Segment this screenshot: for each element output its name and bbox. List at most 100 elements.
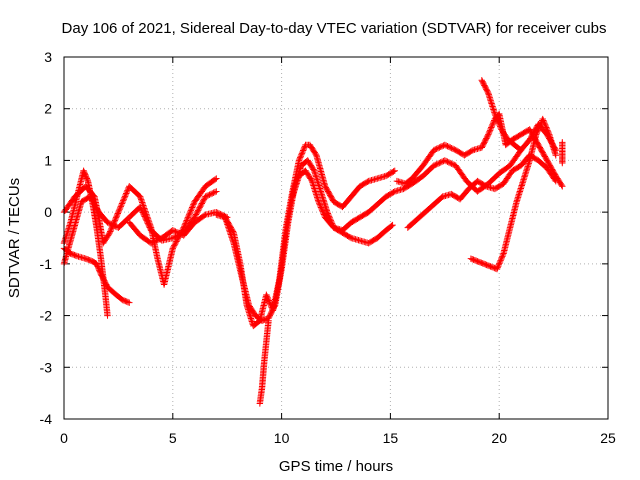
data-point-marker bbox=[194, 208, 201, 215]
data-point-marker bbox=[112, 215, 119, 223]
series-track-11 bbox=[404, 152, 559, 231]
data-point-marker bbox=[118, 200, 126, 207]
data-point-marker bbox=[320, 209, 327, 217]
data-point-marker bbox=[206, 191, 213, 198]
data-point-marker bbox=[300, 145, 307, 153]
data-point-marker bbox=[105, 230, 113, 238]
data-point-marker bbox=[187, 208, 194, 216]
data-point-marker bbox=[173, 228, 181, 236]
data-point-marker bbox=[108, 221, 115, 228]
data-point-marker bbox=[271, 303, 278, 310]
data-point-marker bbox=[437, 143, 444, 151]
x-tick-label: 25 bbox=[600, 430, 616, 446]
data-point-marker bbox=[122, 191, 129, 199]
data-point-marker bbox=[188, 204, 196, 211]
data-point-marker bbox=[111, 217, 119, 224]
data-point-marker bbox=[72, 252, 79, 259]
data-point-marker bbox=[497, 255, 505, 263]
data-point-marker bbox=[169, 227, 176, 234]
data-point-marker bbox=[493, 265, 501, 273]
data-point-marker bbox=[146, 224, 153, 231]
data-point-marker bbox=[194, 207, 202, 214]
data-point-marker bbox=[213, 188, 220, 195]
data-point-marker bbox=[468, 147, 476, 155]
data-point-marker bbox=[317, 204, 325, 211]
data-point-marker bbox=[114, 210, 122, 217]
data-point-marker bbox=[430, 146, 438, 154]
data-point-marker bbox=[139, 199, 146, 206]
data-points bbox=[60, 77, 566, 407]
data-point-marker bbox=[552, 177, 559, 185]
data-point-marker bbox=[123, 188, 131, 196]
data-point-marker bbox=[193, 209, 200, 217]
data-point-marker bbox=[388, 222, 395, 230]
data-point-marker bbox=[116, 206, 123, 213]
data-point-marker bbox=[495, 263, 502, 270]
data-point-marker bbox=[491, 110, 499, 118]
data-point-marker bbox=[430, 162, 438, 169]
data-point-marker bbox=[487, 125, 494, 133]
data-point-marker bbox=[481, 182, 489, 189]
data-point-marker bbox=[141, 213, 148, 220]
data-point-marker bbox=[170, 227, 178, 235]
data-point-marker bbox=[441, 141, 448, 149]
data-point-marker bbox=[438, 158, 446, 165]
data-point-marker bbox=[104, 312, 111, 319]
data-point-marker bbox=[301, 144, 308, 151]
y-tick-label: 1 bbox=[44, 152, 52, 168]
x-tick-label: 0 bbox=[60, 430, 68, 446]
data-point-marker bbox=[445, 143, 453, 151]
data-point-marker bbox=[112, 214, 120, 221]
data-point-marker bbox=[449, 145, 457, 152]
series-track-4 bbox=[60, 188, 220, 268]
data-point-marker bbox=[486, 128, 493, 135]
data-point-marker bbox=[541, 120, 548, 127]
data-point-marker bbox=[209, 190, 216, 197]
data-point-marker bbox=[551, 145, 559, 152]
data-point-marker bbox=[484, 132, 491, 140]
data-point-marker bbox=[495, 261, 503, 268]
data-point-marker bbox=[541, 121, 549, 128]
data-point-marker bbox=[448, 144, 455, 152]
data-point-marker bbox=[499, 251, 507, 259]
plot-frame bbox=[63, 56, 609, 420]
x-tick-label: 15 bbox=[383, 430, 399, 446]
data-point-marker bbox=[107, 228, 114, 235]
data-point-marker bbox=[147, 239, 155, 247]
data-point-marker bbox=[173, 238, 180, 245]
chart-title: Day 106 of 2021, Sidereal Day-to-day VTE… bbox=[62, 20, 607, 37]
series-track-14 bbox=[559, 139, 566, 167]
data-point-marker bbox=[171, 242, 178, 249]
data-point-marker bbox=[315, 200, 323, 207]
data-point-marker bbox=[118, 201, 125, 209]
data-point-marker bbox=[266, 300, 274, 307]
data-point-marker bbox=[496, 258, 504, 266]
data-point-marker bbox=[540, 117, 547, 124]
data-point-marker bbox=[169, 245, 176, 252]
y-tick-label: 0 bbox=[44, 204, 52, 220]
data-point-marker bbox=[136, 203, 144, 211]
series-track-2 bbox=[60, 245, 133, 306]
data-point-marker bbox=[197, 203, 204, 210]
data-point-marker bbox=[559, 159, 566, 167]
data-point-marker bbox=[312, 150, 319, 158]
data-point-marker bbox=[124, 298, 132, 306]
data-point-marker bbox=[495, 119, 502, 126]
data-point-marker bbox=[143, 217, 150, 224]
data-point-marker bbox=[390, 168, 397, 175]
data-point-marker bbox=[203, 192, 210, 200]
data-point-marker bbox=[145, 221, 152, 228]
data-point-marker bbox=[436, 144, 443, 151]
data-point-marker bbox=[188, 205, 195, 213]
data-point-marker bbox=[137, 205, 144, 212]
data-point-marker bbox=[198, 200, 206, 207]
data-point-marker bbox=[138, 197, 145, 205]
data-point-marker bbox=[126, 299, 133, 306]
y-axis-label: SDTVAR / TECUs bbox=[6, 178, 23, 298]
data-point-marker bbox=[496, 121, 503, 129]
data-point-marker bbox=[137, 194, 144, 202]
data-point-marker bbox=[308, 176, 315, 184]
data-point-marker bbox=[197, 201, 205, 209]
x-axis-label: GPS time / hours bbox=[279, 458, 393, 475]
data-point-marker bbox=[154, 236, 162, 244]
